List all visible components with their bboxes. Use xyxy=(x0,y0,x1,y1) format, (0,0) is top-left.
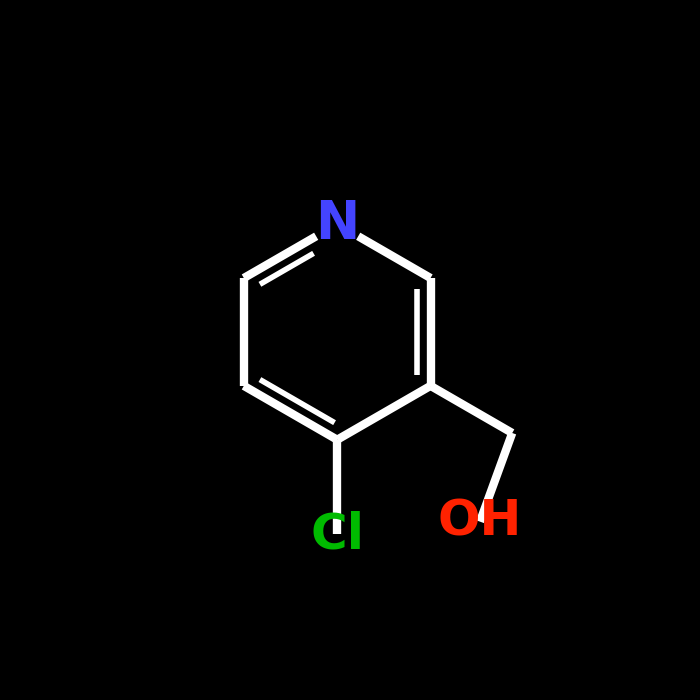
Text: N: N xyxy=(315,198,359,250)
Text: OH: OH xyxy=(438,498,522,545)
Text: Cl: Cl xyxy=(310,510,364,558)
